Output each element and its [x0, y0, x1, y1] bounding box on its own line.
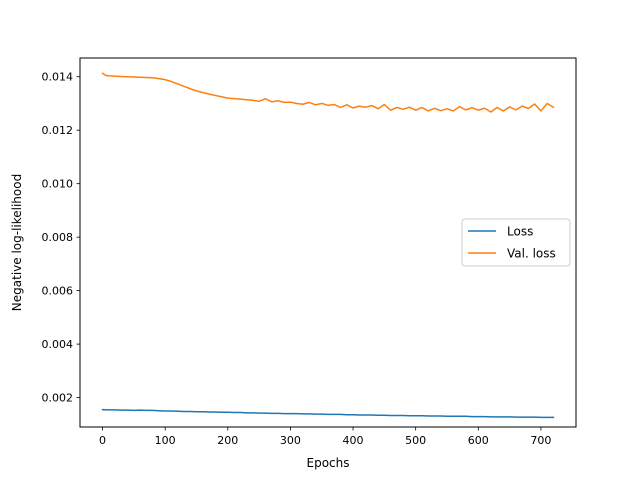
y-tick-label: 0.004 [42, 338, 74, 351]
x-tick-label: 300 [280, 434, 301, 447]
plot-area [101, 72, 555, 419]
legend: Loss Val. loss [461, 218, 571, 267]
y-tick-label: 0.014 [42, 71, 74, 84]
axes-frame [79, 57, 577, 428]
x-tick-label: 400 [343, 434, 364, 447]
y-tick-label: 0.008 [42, 231, 74, 244]
legend-label-val-loss: Val. loss [507, 247, 556, 261]
x-tick-label: 600 [468, 434, 489, 447]
x-tick-label: 700 [530, 434, 551, 447]
x-axis-label: Epochs [307, 456, 350, 470]
legend-label-loss: Loss [507, 225, 533, 239]
series-line-loss [101, 408, 555, 419]
x-tick-label: 500 [405, 434, 426, 447]
y-tick-label: 0.002 [42, 392, 74, 405]
x-axis: 0 100 200 300 400 500 600 700 [99, 427, 551, 447]
x-tick-label: 0 [99, 434, 106, 447]
y-axis-label: Negative log-likelihood [10, 174, 24, 311]
x-tick-label: 200 [217, 434, 238, 447]
y-tick-label: 0.006 [42, 285, 74, 298]
x-tick-label: 100 [155, 434, 176, 447]
y-axis: 0.002 0.004 0.006 0.008 0.010 0.012 0.014 [42, 71, 80, 405]
y-tick-label: 0.012 [42, 124, 74, 137]
series-line-val-loss [101, 72, 555, 113]
y-tick-label: 0.010 [42, 178, 74, 191]
